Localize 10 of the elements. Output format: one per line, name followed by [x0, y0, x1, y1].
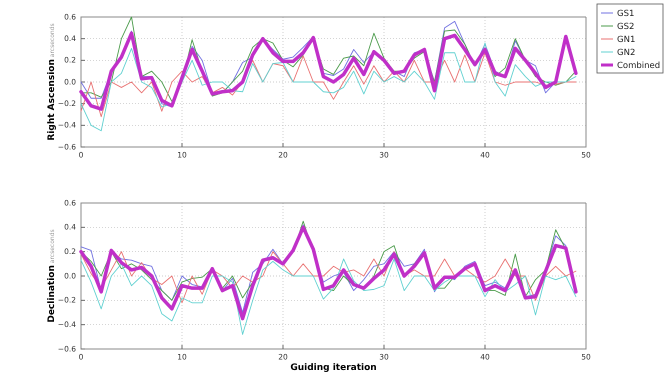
legend-label: GS1 — [617, 9, 634, 19]
line-series — [79, 32, 578, 111]
legend-label: GS2 — [617, 22, 634, 32]
x-axis-title: Guiding iteration — [290, 363, 377, 373]
legend-label: Combined — [617, 61, 660, 71]
line-series — [80, 52, 576, 118]
legend-label: GN2 — [617, 48, 636, 58]
line-series — [80, 42, 576, 132]
legend-label: GN1 — [617, 35, 636, 45]
line-series — [80, 258, 576, 335]
